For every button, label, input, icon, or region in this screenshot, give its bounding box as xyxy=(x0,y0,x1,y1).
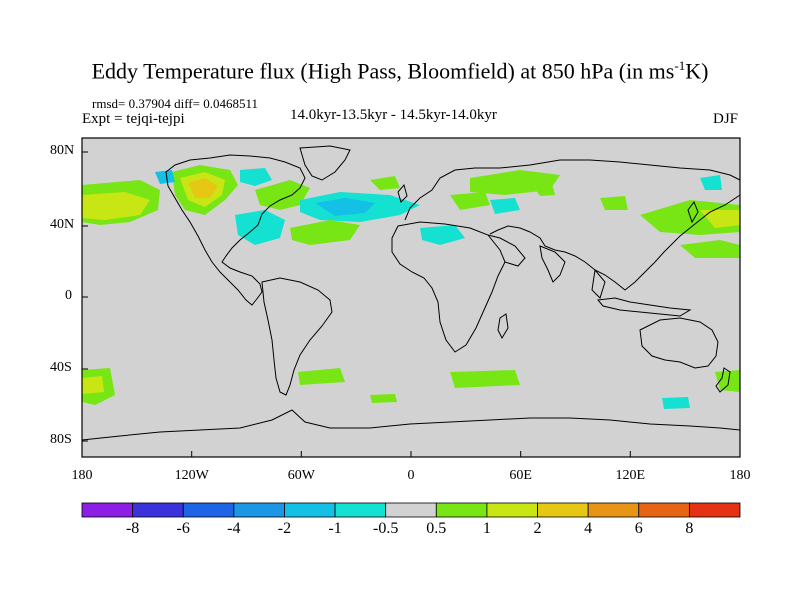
negative-patch-canada-west xyxy=(155,170,175,184)
positive-patch-australia-south xyxy=(715,370,740,392)
colorbar-swatch xyxy=(587,502,640,518)
coast-new-zealand xyxy=(715,367,731,393)
y-tick-label: 80N xyxy=(50,143,75,158)
positive-patch-atlantic-mid xyxy=(290,220,360,245)
stats-label: rmsd= 0.37904 diff= 0.0468511 xyxy=(92,96,258,111)
positive-patch-europe-south xyxy=(450,192,490,210)
coast-greenland xyxy=(299,145,351,181)
colorbar-swatch xyxy=(233,502,285,518)
colorbar-label: 1 xyxy=(482,520,491,537)
colorbar-swatch xyxy=(182,502,235,518)
coast-indonesia xyxy=(597,297,692,317)
positive-patch-npacific-east-strong xyxy=(82,192,150,220)
x-tick-label: 0 xyxy=(407,468,415,483)
negative-patch-canada-north xyxy=(240,168,272,186)
colorbar-label: 0.5 xyxy=(426,520,447,537)
y-tick-label: 0 xyxy=(65,288,72,303)
colorbar xyxy=(81,502,741,518)
axis-ticks xyxy=(81,151,741,457)
colorbar-label: 8 xyxy=(685,520,694,537)
plot-title: Eddy Temperature flux (High Pass, Bloomf… xyxy=(91,58,709,84)
coast-south-america xyxy=(261,277,333,396)
y-tick-label: 40N xyxy=(50,217,75,232)
coast-antarctica xyxy=(81,409,741,441)
x-tick-label: 60W xyxy=(287,468,315,483)
colorbar-label: 2 xyxy=(533,520,542,537)
season-label: DJF xyxy=(713,111,739,127)
x-tick-label: 120E xyxy=(615,468,646,483)
colorbar-label: -2 xyxy=(277,520,292,537)
colorbar-swatch xyxy=(638,502,690,518)
positive-patch-siberia xyxy=(530,176,555,196)
positive-patch-scandinavia xyxy=(370,176,400,190)
negative-patch-eastern-europe xyxy=(490,198,520,214)
experiment-label: Expt = tejqi-tejpi xyxy=(82,111,185,127)
coastlines xyxy=(81,145,741,441)
negative-patch-atlantic-mid xyxy=(420,225,465,245)
coast-india xyxy=(539,245,566,283)
negative-patch-southern-ocean xyxy=(662,397,690,409)
positive-patch-alaska-core xyxy=(188,178,218,198)
coast-north-america xyxy=(165,154,306,306)
x-tick-label: 180 xyxy=(729,468,751,483)
colorbar-swatch xyxy=(81,502,134,518)
colorbar-label: -1 xyxy=(328,520,342,537)
colorbar-label: -0.5 xyxy=(373,520,399,537)
coast-africa xyxy=(391,221,506,353)
colorbar-label: 4 xyxy=(584,520,593,537)
positive-patch-satlantic xyxy=(298,368,345,385)
y-tick-label: 80S xyxy=(50,432,72,447)
coast-southeast-asia xyxy=(591,268,606,299)
x-tick-label: 60E xyxy=(509,468,532,483)
anomaly-patches xyxy=(82,165,740,409)
colorbar-label: -8 xyxy=(125,520,140,537)
negative-patch-siberia-east xyxy=(700,175,722,190)
colorbar-swatch xyxy=(537,502,589,518)
x-tick-label: 120W xyxy=(174,468,209,483)
colorbar-swatch xyxy=(486,502,538,518)
positive-patch-labrador xyxy=(255,180,310,210)
colorbar-swatch xyxy=(334,502,387,518)
y-tick-label: 40S xyxy=(50,360,72,375)
positive-patch-s-indian xyxy=(450,370,520,388)
x-tick-label: 180 xyxy=(71,468,93,483)
coast-asia-east xyxy=(489,194,741,291)
colorbar-swatch xyxy=(435,502,488,518)
coast-britain xyxy=(397,183,408,203)
negative-patch-natlantic-core xyxy=(315,198,375,216)
coast-arabia xyxy=(487,234,526,267)
colorbar-label: 6 xyxy=(634,520,643,537)
coast-madagascar xyxy=(497,313,509,340)
coast-japan xyxy=(687,200,699,224)
negative-patch-us-east xyxy=(235,210,285,245)
positive-patch-spacific-strong xyxy=(82,376,104,394)
coast-europe-asia xyxy=(404,159,741,221)
colorbar-swatch xyxy=(688,502,741,518)
positive-patch-southern-ocean xyxy=(370,394,397,403)
colorbar-label: -4 xyxy=(227,520,241,537)
period-label: 14.0kyr-13.5kyr - 14.5kyr-14.0kyr xyxy=(290,107,497,123)
positive-patch-japan-strong xyxy=(700,210,740,228)
colorbar-label: -6 xyxy=(176,520,190,537)
coast-australia xyxy=(639,317,719,369)
colorbar-swatch xyxy=(132,502,184,518)
colorbar-swatch xyxy=(284,502,336,518)
positive-patch-eastern-siberia xyxy=(600,196,628,210)
positive-patch-npacific-west xyxy=(680,240,740,258)
colorbar-swatch xyxy=(385,502,437,518)
